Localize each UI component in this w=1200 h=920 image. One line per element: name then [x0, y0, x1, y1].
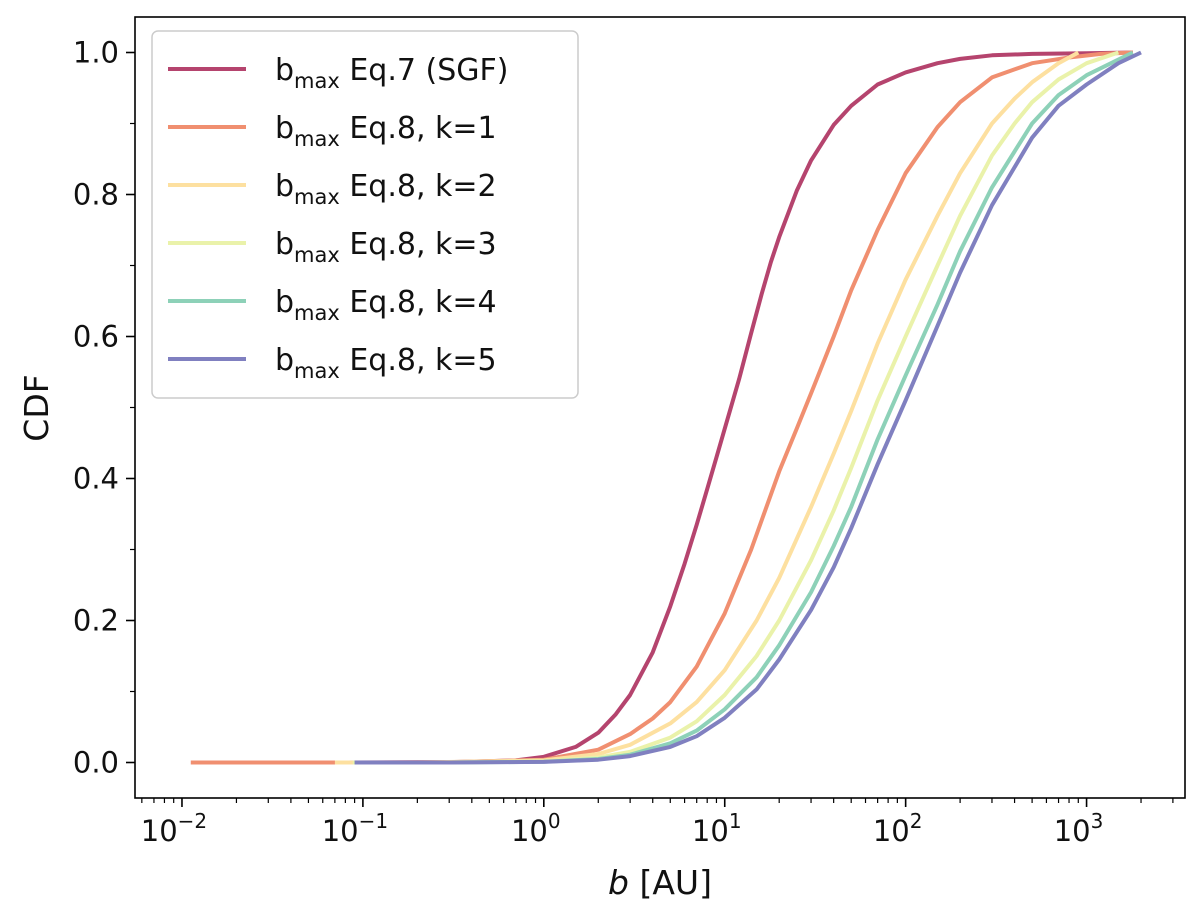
legend-label-1: bmax Eq.7 (SGF) [275, 53, 508, 93]
legend-label-sub: max [294, 185, 340, 209]
legend-label-sub: max [294, 359, 340, 383]
series-line-4 [352, 50, 1120, 765]
legend-label-base: b [275, 53, 294, 88]
y-axis-ticks: 0.0 0.2 0.4 0.6 0.8 1.0 [73, 36, 135, 780]
x-tick-mantissa: 10 [511, 814, 548, 848]
legend-label-rest: Eq.8, k=4 [340, 285, 497, 320]
legend-label-sub: max [294, 243, 340, 267]
x-axis-label-unit: [AU] [629, 863, 712, 902]
x-tick-exponent: 2 [910, 809, 923, 833]
x-axis-label-var: b [608, 863, 629, 902]
x-tick-label: 10−1 [322, 809, 388, 848]
series-line-3 [334, 50, 1080, 765]
x-tick-mantissa: 10 [141, 814, 178, 848]
x-tick-mantissa: 10 [1054, 814, 1091, 848]
legend-box [151, 30, 579, 399]
legend-label-4: bmax Eq.8, k=3 [275, 227, 497, 267]
x-tick-exponent: 1 [729, 809, 742, 833]
x-tick-exponent: −2 [178, 809, 207, 833]
legend-label-base: b [275, 285, 294, 320]
legend-label-2: bmax Eq.8, k=1 [275, 111, 497, 151]
y-tick-label: 0.6 [73, 320, 119, 354]
series-line-1 [190, 50, 1133, 765]
legend-label-sub: max [294, 301, 340, 325]
x-tick-label: 10−2 [141, 809, 207, 848]
x-tick-label: 100 [511, 809, 561, 848]
legend-label-sub: max [294, 69, 340, 93]
legend-label-base: b [275, 343, 294, 378]
y-tick-label: 0.2 [73, 604, 119, 638]
legend-label-6: bmax Eq.8, k=5 [275, 343, 497, 383]
legend-label-rest: Eq.8, k=3 [340, 227, 497, 262]
y-tick-label: 0.0 [73, 746, 119, 780]
x-tick-label: 102 [873, 809, 923, 848]
x-tick-mantissa: 10 [322, 814, 359, 848]
y-tick-label: 0.4 [73, 462, 119, 496]
x-tick-label: 103 [1054, 809, 1104, 848]
series-line-6 [354, 50, 1142, 765]
x-tick-exponent: −1 [359, 809, 388, 833]
legend-label-3: bmax Eq.8, k=2 [275, 169, 497, 209]
legend-label-base: b [275, 169, 294, 204]
legend-label-rest: Eq.8, k=5 [340, 343, 497, 378]
legend-label-rest: Eq.8, k=1 [340, 111, 497, 146]
series-line-2 [190, 50, 1133, 765]
legend-label-rest: Eq.7 (SGF) [340, 53, 509, 88]
legend-label-5: bmax Eq.8, k=4 [275, 285, 497, 325]
legend-label-rest: Eq.8, k=2 [340, 169, 497, 204]
x-tick-exponent: 0 [548, 809, 561, 833]
x-axis-label: b [AU] [608, 863, 712, 902]
legend-label-sub: max [294, 127, 340, 151]
x-tick-mantissa: 10 [873, 814, 910, 848]
x-tick-mantissa: 10 [692, 814, 729, 848]
y-axis-label: CDF [17, 374, 56, 441]
series-layer [190, 50, 1142, 765]
y-tick-label: 1.0 [73, 36, 119, 70]
x-tick-exponent: 3 [1091, 809, 1104, 833]
x-tick-label: 101 [692, 809, 742, 848]
x-axis-ticks: 10−2 10−1 100 101 102 103 [141, 798, 1174, 848]
y-tick-label: 0.8 [73, 178, 119, 212]
legend-label-base: b [275, 227, 294, 262]
legend-label-base: b [275, 111, 294, 146]
